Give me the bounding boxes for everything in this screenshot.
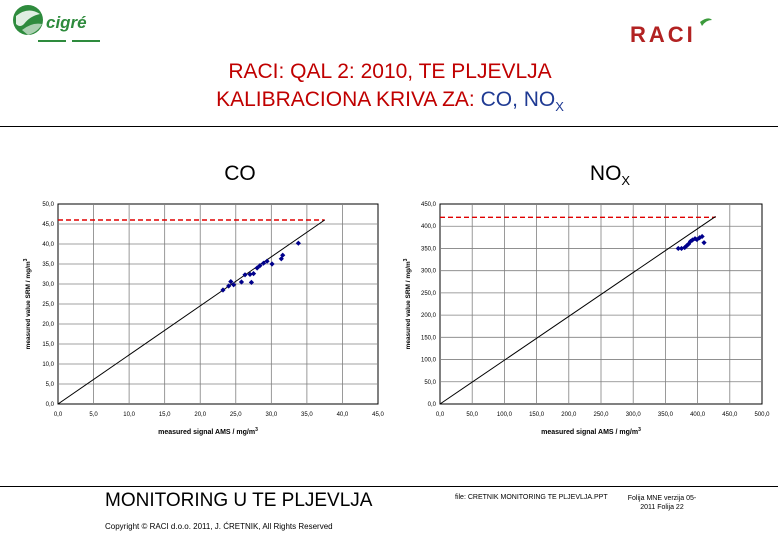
x-tick-label: 10,0 <box>123 412 135 418</box>
nox-title-sub: X <box>621 173 631 189</box>
x-tick-label: 20,0 <box>194 412 206 418</box>
co-calibration-chart: 0,0 5,0 10,0 15,0 20,0 25,0 30,0 35,0 40,0 45,00,… <box>23 202 384 436</box>
data-point <box>220 287 226 293</box>
co-chart-title: CO <box>200 162 280 186</box>
x-tick-label: 300,0 <box>626 412 642 418</box>
x-tick-label: 30,0 <box>265 412 277 418</box>
x-tick-label: 25,0 <box>230 412 242 418</box>
y-tick-label: 35,0 <box>42 262 54 268</box>
y-tick-label: 50,0 <box>424 380 436 386</box>
data-point <box>269 261 275 267</box>
calibration-line <box>57 219 325 405</box>
title-suffix-sub: X <box>555 99 564 115</box>
y-tick-label: 10,0 <box>42 362 54 368</box>
y-tick-label: 250,0 <box>421 291 437 297</box>
page-title-line1: RACI: QAL 2: 2010, TE PLJEVLJA <box>228 60 552 83</box>
cigre-logo-text: cigré <box>46 13 87 32</box>
leaf-icon <box>700 18 712 26</box>
calibration-line <box>439 216 716 405</box>
data-point <box>684 243 690 249</box>
data-point <box>682 244 688 251</box>
version-text: Folija MNE verzija 05- <box>627 495 697 502</box>
x-axis-label: measured signal AMS / mg/m3 <box>158 427 258 436</box>
x-tick-label: 250,0 <box>593 412 609 418</box>
raci-logo: RACI <box>630 18 712 47</box>
data-point <box>699 233 705 240</box>
data-point <box>694 236 700 243</box>
y-tick-label: 20,0 <box>42 322 54 328</box>
y-tick-label: 300,0 <box>421 269 437 275</box>
y-tick-label: 150,0 <box>421 335 437 341</box>
y-tick-label: 450,0 <box>421 202 437 208</box>
x-axis-label-sup: 3 <box>255 427 258 433</box>
co-title-text: CO <box>224 162 256 185</box>
data-point <box>692 236 698 242</box>
y-tick-label: 45,0 <box>42 222 54 228</box>
y-tick-label: 40,0 <box>42 242 54 248</box>
y-tick-label: 0,0 <box>46 402 55 408</box>
x-tick-label: 450,0 <box>722 412 738 418</box>
nox-chart-title: NOX <box>560 162 660 188</box>
nox-title-text: NO <box>589 162 622 185</box>
data-point <box>701 240 707 246</box>
y-tick-label: 400,0 <box>421 224 437 230</box>
x-axis-label-sup: 3 <box>638 427 641 433</box>
x-tick-label: 15,0 <box>159 412 171 418</box>
x-tick-label: 50,0 <box>466 412 478 418</box>
y-tick-label: 30,0 <box>42 282 54 288</box>
x-tick-label: 45,0 <box>372 412 384 418</box>
y-tick-label: 50,0 <box>42 202 54 208</box>
nox-calibration-chart: 0,0 50,0 100,0 150,0 200,0 250,0 300,0 350,0 400… <box>403 202 770 436</box>
title-prefix: KALIBRACIONA KRIVA ZA: <box>216 88 481 111</box>
y-tick-label: 200,0 <box>421 313 437 319</box>
y-tick-label: 100,0 <box>421 358 437 364</box>
x-tick-label: 400,0 <box>690 412 706 418</box>
globe-icon <box>13 5 43 35</box>
page-number: 2011 Folija 22 <box>640 504 684 511</box>
data-point <box>295 240 301 246</box>
data-point <box>226 283 232 289</box>
y-axis-label-sup: 3 <box>23 258 29 261</box>
data-point <box>238 279 245 285</box>
x-tick-label: 40,0 <box>337 412 349 418</box>
y-axis-label-sup: 3 <box>403 258 409 261</box>
x-tick-label: 35,0 <box>301 412 313 418</box>
header-divider <box>0 126 778 127</box>
y-tick-label: 0,0 <box>428 402 437 408</box>
x-tick-label: 0,0 <box>54 412 63 418</box>
y-tick-label: 350,0 <box>421 246 437 252</box>
y-tick-label: 15,0 <box>42 342 54 348</box>
title-suffix: CO, NO <box>480 88 556 111</box>
x-tick-label: 200,0 <box>561 412 577 418</box>
y-axis-label: measured value SRM / mg/m3 <box>403 258 412 349</box>
page-info: Folija MNE verzija 05- 2011 Folija 22 <box>622 494 702 512</box>
y-tick-label: 25,0 <box>42 302 54 308</box>
y-tick-label: 5,0 <box>46 382 55 388</box>
data-point <box>260 260 267 266</box>
x-tick-label: 0,0 <box>436 412 445 418</box>
raci-logo-text: RACI <box>630 22 696 47</box>
x-tick-label: 5,0 <box>89 412 98 418</box>
data-point <box>675 245 681 252</box>
x-tick-label: 100,0 <box>497 412 513 418</box>
y-axis-label: measured value SRM / mg/m3 <box>23 258 32 349</box>
file-info: file: CRETNIK MONITORING TE PLJEVLJA.PPT <box>455 494 608 501</box>
x-tick-label: 150,0 <box>529 412 545 418</box>
footer-title: MONITORING U TE PLJEVLJA <box>105 490 373 511</box>
x-axis-label: measured signal AMS / mg/m3 <box>541 427 641 436</box>
x-tick-label: 350,0 <box>658 412 674 418</box>
x-tick-label: 500,0 <box>754 412 770 418</box>
data-point <box>254 265 260 271</box>
copyright-text: Copyright © RACI d.o.o. 2011, J. ĆRETNIK… <box>105 522 333 531</box>
page-title-line2: KALIBRACIONA KRIVA ZA: CO, NOX <box>0 86 780 121</box>
footer-divider <box>0 486 778 487</box>
cigre-logo: cigré <box>13 5 100 42</box>
